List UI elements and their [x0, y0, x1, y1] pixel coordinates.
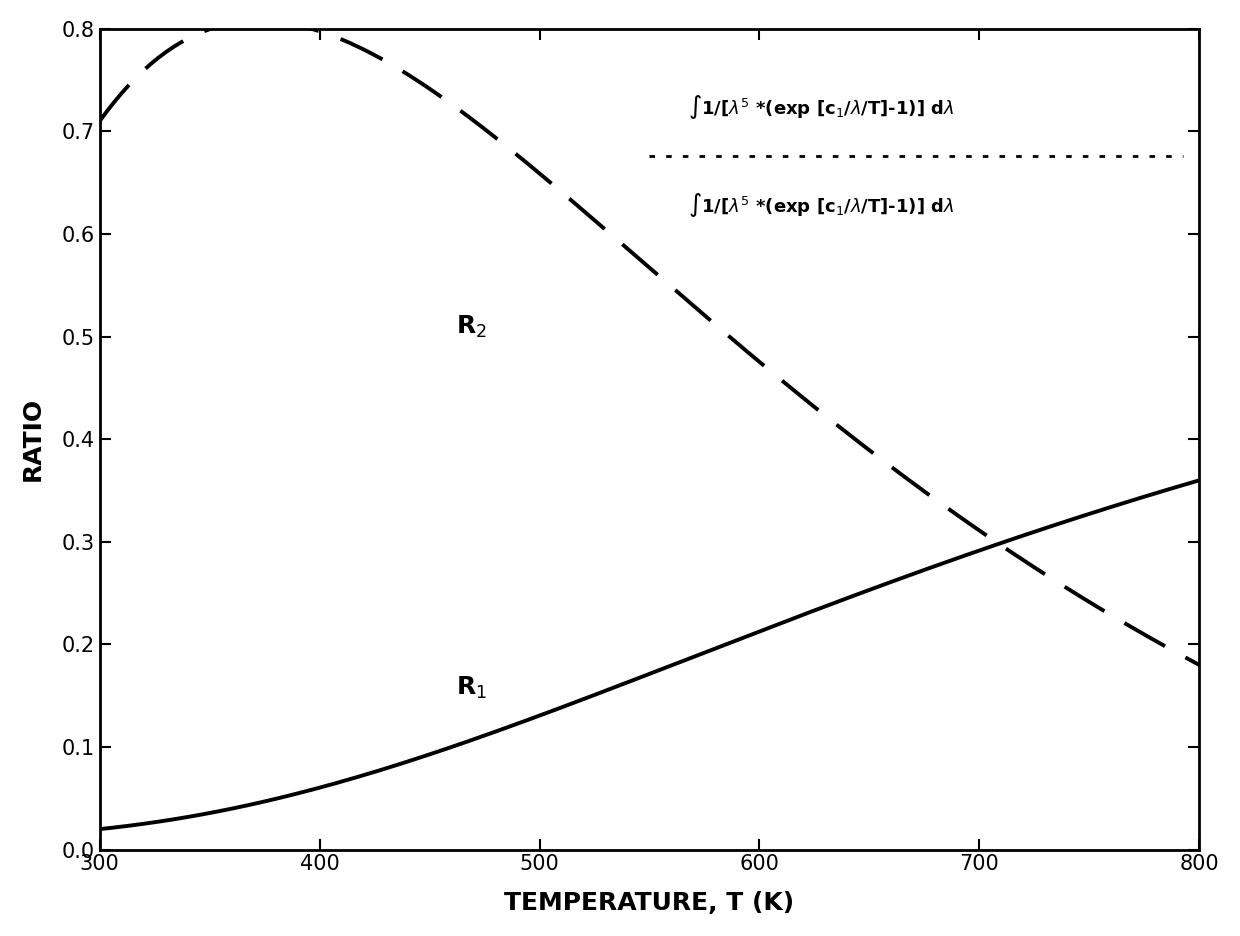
Text: R$_2$: R$_2$: [456, 314, 487, 340]
Text: $\int$1/[$\lambda^5$ *(exp [c$_1$/$\lambda$/T]-1)] d$\lambda$: $\int$1/[$\lambda^5$ *(exp [c$_1$/$\lamb…: [688, 93, 955, 121]
Y-axis label: RATIO: RATIO: [21, 397, 45, 481]
Text: R$_1$: R$_1$: [456, 675, 487, 701]
X-axis label: TEMPERATURE, T (K): TEMPERATURE, T (K): [505, 891, 795, 915]
Text: $\int$1/[$\lambda^5$ *(exp [c$_1$/$\lambda$/T]-1)] d$\lambda$: $\int$1/[$\lambda^5$ *(exp [c$_1$/$\lamb…: [688, 191, 955, 219]
